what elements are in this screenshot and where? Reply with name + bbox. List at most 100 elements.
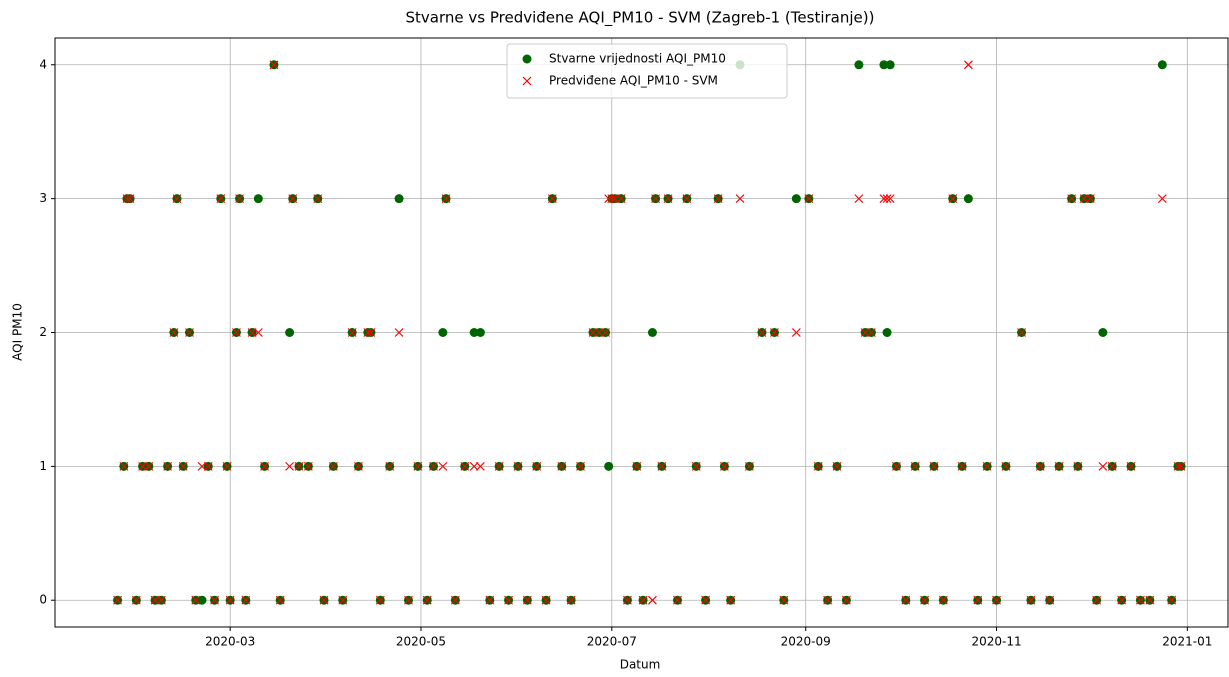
x-marker <box>1107 461 1117 471</box>
point <box>982 461 992 471</box>
x-marker <box>138 461 148 471</box>
x-marker <box>576 461 585 471</box>
point <box>963 60 973 70</box>
x-marker <box>841 595 851 605</box>
x-marker <box>253 328 263 337</box>
point <box>610 194 620 204</box>
x-tick-label: 2021-01 <box>1162 635 1212 649</box>
x-axis-label: Datum <box>620 658 661 672</box>
point <box>1092 595 1102 605</box>
x-marker <box>285 461 295 471</box>
x-marker <box>363 328 373 337</box>
x-marker <box>860 328 870 337</box>
x-marker <box>144 461 154 471</box>
point <box>1126 461 1136 471</box>
point <box>1157 60 1167 70</box>
x-marker <box>150 595 160 605</box>
x-marker <box>197 461 207 471</box>
point <box>450 595 460 605</box>
point <box>638 595 648 605</box>
x-marker <box>948 194 958 204</box>
x-marker <box>1079 194 1089 204</box>
point <box>394 194 404 204</box>
point <box>735 194 745 204</box>
x-marker <box>513 461 523 471</box>
x-marker <box>541 595 551 605</box>
point <box>713 194 723 204</box>
y-tick-label: 3 <box>39 191 47 205</box>
x-tick-label: 2020-05 <box>396 635 446 649</box>
plot-frame <box>54 37 1229 628</box>
y-tick-label: 1 <box>39 459 47 473</box>
x-marker <box>735 194 745 204</box>
point <box>938 595 948 605</box>
point <box>522 54 532 64</box>
point <box>1035 461 1045 471</box>
point <box>222 461 232 471</box>
x-marker <box>1117 595 1127 605</box>
x-marker <box>648 595 657 605</box>
x-marker <box>485 595 495 605</box>
x-tick-label: 2020-11 <box>971 635 1021 649</box>
point <box>607 194 617 204</box>
point <box>532 461 542 471</box>
point <box>225 595 235 605</box>
point <box>260 461 270 471</box>
point <box>663 194 673 204</box>
point <box>673 595 682 605</box>
x-marker <box>1085 194 1095 204</box>
point <box>504 595 513 605</box>
x-marker <box>235 194 244 204</box>
point <box>394 328 404 337</box>
x-marker <box>910 461 920 471</box>
x-marker <box>1073 461 1083 471</box>
point <box>566 595 576 605</box>
legend-box <box>506 43 788 99</box>
x-marker <box>879 194 889 204</box>
point <box>1026 595 1036 605</box>
point <box>338 595 348 605</box>
point <box>441 194 451 204</box>
x-marker <box>1092 595 1102 605</box>
point <box>494 461 504 471</box>
point <box>813 461 823 471</box>
x-marker <box>779 595 789 605</box>
point <box>576 461 585 471</box>
x-marker <box>288 194 298 204</box>
point <box>288 194 298 204</box>
x-marker <box>594 328 604 337</box>
x-marker <box>303 461 313 471</box>
point <box>604 194 614 204</box>
point <box>885 194 895 204</box>
x-marker <box>920 595 930 605</box>
point <box>879 194 889 204</box>
x-marker <box>441 194 451 204</box>
point <box>882 194 892 204</box>
x-marker <box>469 461 479 471</box>
x-marker <box>260 461 270 471</box>
x-marker <box>885 194 895 204</box>
point <box>203 461 213 471</box>
point <box>1117 595 1127 605</box>
point <box>929 461 939 471</box>
x-marker <box>338 595 348 605</box>
point <box>1176 461 1186 471</box>
point <box>622 595 632 605</box>
point <box>247 328 257 337</box>
point <box>1045 595 1055 605</box>
x-marker <box>172 194 182 204</box>
y-tick-label: 0 <box>39 593 47 607</box>
point <box>363 328 373 337</box>
point <box>804 194 814 204</box>
point <box>616 194 626 204</box>
y-axis-label: AQI PM10 <box>11 303 25 361</box>
point <box>1173 461 1183 471</box>
x-marker <box>1017 328 1026 337</box>
x-marker <box>622 595 632 605</box>
x-marker <box>632 461 642 471</box>
point <box>210 595 219 605</box>
point <box>547 194 557 204</box>
x-marker <box>854 194 864 204</box>
point <box>366 328 376 337</box>
